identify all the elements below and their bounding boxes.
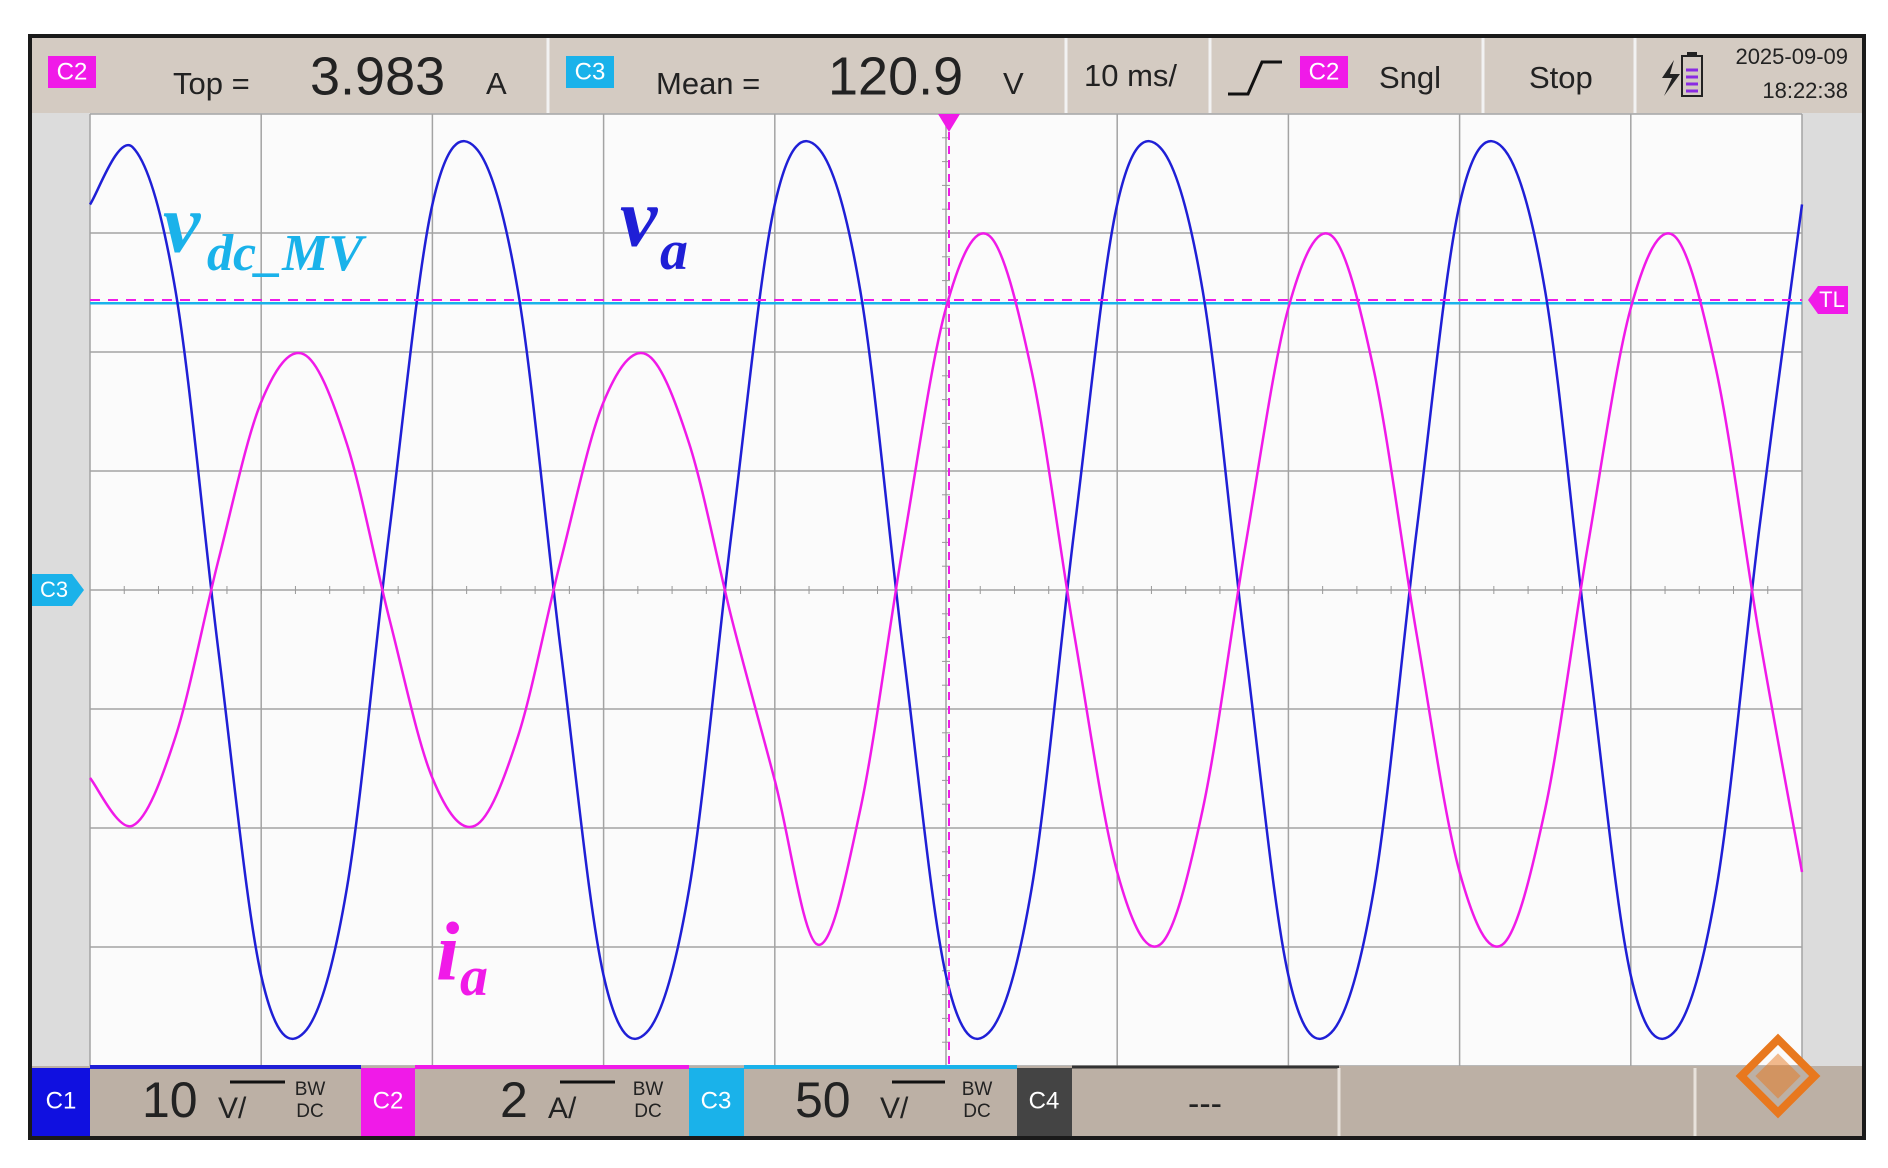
trace [88, 139, 1804, 1041]
channel-scale: 10 [142, 1072, 198, 1128]
measure-label: Top = [173, 66, 250, 101]
measure-unit: A [486, 66, 507, 101]
time: 18:22:38 [1762, 78, 1848, 103]
badge [1300, 56, 1348, 88]
date: 2025-09-09 [1735, 44, 1848, 69]
measure-label: Mean = [656, 66, 760, 101]
channel-name: C4 [1029, 1087, 1060, 1114]
channel-scale: 50 [795, 1072, 851, 1128]
badge [566, 56, 614, 88]
trigger-level-label: TL [1819, 287, 1845, 312]
logo [1735, 1033, 1821, 1119]
measure-value: 120.9 [828, 46, 963, 106]
coupling: DC [296, 1101, 323, 1122]
badge-label: C2 [57, 58, 88, 85]
trigger-position-marker [938, 114, 960, 132]
channel-unit: V/ [218, 1092, 247, 1125]
header-separators [546, 38, 1637, 113]
trace [89, 232, 1804, 948]
channel-name: C2 [373, 1087, 404, 1114]
channel-scale: 2 [500, 1072, 528, 1128]
measure-value: 3.983 [310, 46, 445, 106]
channel-badge[interactable] [32, 1068, 90, 1136]
trace-label: v [620, 171, 659, 264]
footer-bar [32, 1066, 1862, 1136]
trace-label-subscript: a [660, 220, 688, 282]
timebase: 10 ms/ [1084, 58, 1177, 93]
trace-labels: v dc_MV v ai a [163, 171, 688, 1008]
badge-label: C2 [1309, 58, 1340, 85]
badge-label: C3 [575, 58, 606, 85]
measure-unit: V [1003, 66, 1024, 101]
channel-name: C1 [46, 1087, 77, 1114]
bandwidth: BW [295, 1079, 326, 1100]
acquisition-mode: Sngl [1379, 60, 1441, 95]
channel-badge[interactable] [1017, 1068, 1072, 1136]
bandwidth: BW [633, 1079, 664, 1100]
trigger-edge-icon [1228, 60, 1282, 96]
trace-label: i [436, 905, 459, 998]
trace-label: v [163, 177, 202, 270]
coupling: DC [634, 1101, 661, 1122]
offset-marker [32, 574, 84, 606]
trace-label-subscript: a [460, 946, 488, 1008]
badge [48, 56, 96, 88]
bandwidth: BW [962, 1079, 993, 1100]
offset-label: C3 [40, 577, 68, 602]
channel-scale: --- [1188, 1085, 1222, 1123]
trace-label-subscript: dc_MV [207, 225, 367, 282]
channel-badge[interactable] [689, 1068, 744, 1136]
channel-unit: V/ [880, 1092, 909, 1125]
header-bar [32, 38, 1862, 113]
channel-name: C3 [701, 1087, 732, 1114]
run-state: Stop [1529, 60, 1593, 95]
channel-badge[interactable] [361, 1068, 415, 1136]
coupling: DC [963, 1101, 990, 1122]
battery-icon [1662, 52, 1703, 97]
channel-unit: A/ [548, 1092, 577, 1125]
trigger-level-marker [1808, 286, 1848, 314]
traces [88, 139, 1804, 1041]
footer-separators [1337, 1068, 1697, 1136]
